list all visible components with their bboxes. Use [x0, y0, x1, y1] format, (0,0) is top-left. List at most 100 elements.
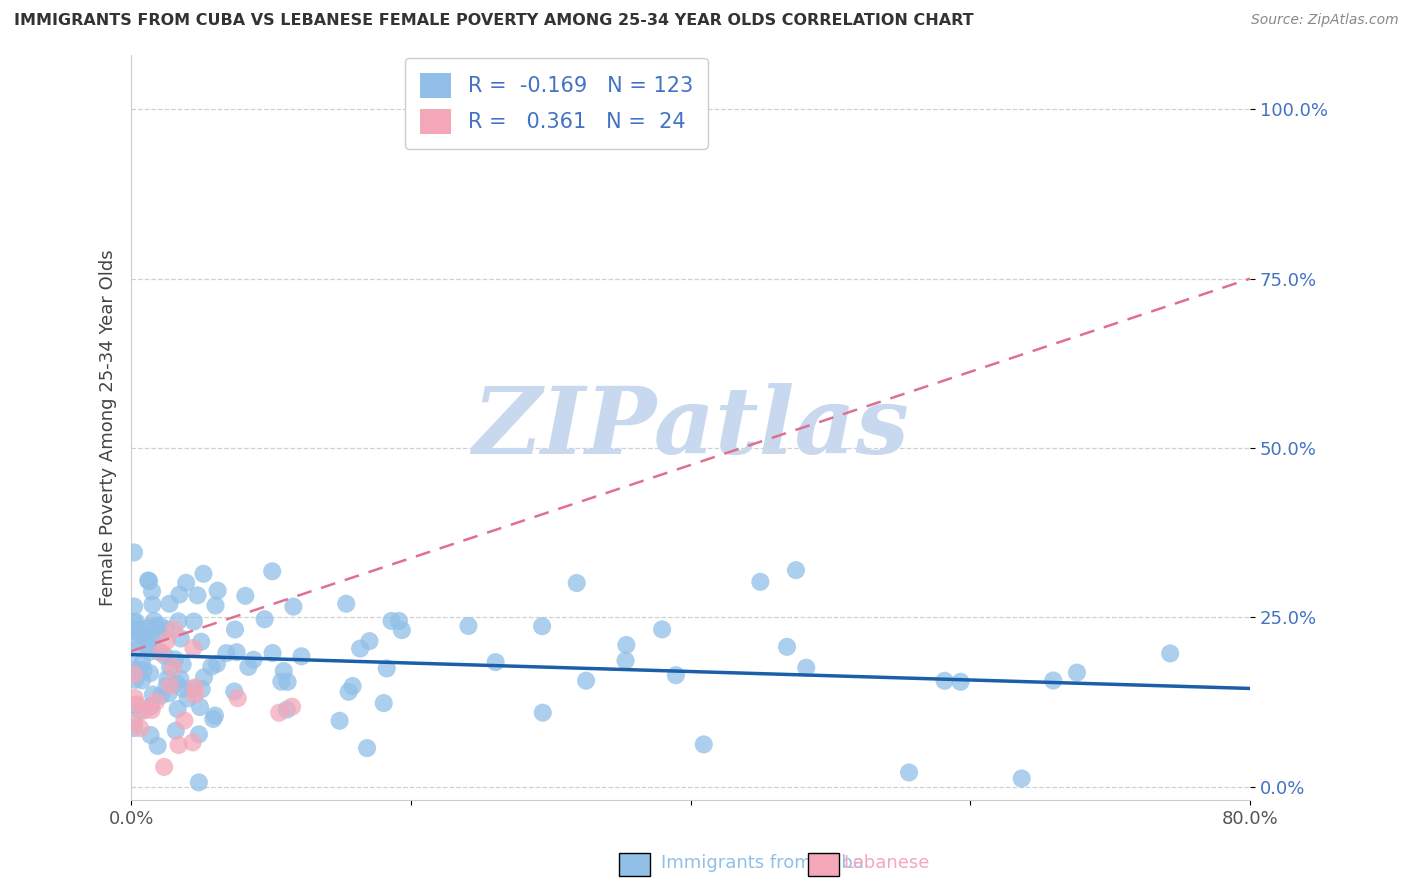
- Point: [157, 686, 180, 700]
- Point: [1159, 647, 1181, 661]
- Text: Source: ZipAtlas.com: Source: ZipAtlas.com: [1251, 13, 1399, 28]
- Point: [127, 698, 149, 712]
- Point: [129, 704, 152, 718]
- Point: [184, 681, 207, 695]
- Point: [138, 574, 160, 588]
- Point: [693, 738, 716, 752]
- Point: [150, 645, 173, 659]
- Point: [153, 760, 176, 774]
- Point: [153, 648, 176, 663]
- Point: [388, 614, 411, 628]
- Point: [159, 597, 181, 611]
- Point: [749, 574, 772, 589]
- Text: Lebanese: Lebanese: [844, 855, 929, 872]
- Point: [148, 645, 170, 659]
- Point: [165, 723, 187, 738]
- Point: [141, 598, 163, 612]
- Point: [225, 645, 247, 659]
- Point: [191, 682, 214, 697]
- Point: [276, 703, 298, 717]
- Point: [122, 715, 145, 730]
- Point: [193, 670, 215, 684]
- Point: [262, 646, 284, 660]
- Point: [145, 620, 167, 634]
- Point: [167, 738, 190, 752]
- Point: [139, 699, 162, 714]
- Point: [329, 714, 352, 728]
- Point: [122, 667, 145, 681]
- Point: [188, 700, 211, 714]
- Point: [187, 775, 209, 789]
- Point: [898, 765, 921, 780]
- Point: [174, 575, 197, 590]
- Text: IMMIGRANTS FROM CUBA VS LEBANESE FEMALE POVERTY AMONG 25-34 YEAR OLDS CORRELATIO: IMMIGRANTS FROM CUBA VS LEBANESE FEMALE …: [14, 13, 974, 29]
- Point: [141, 703, 163, 717]
- Point: [172, 657, 194, 672]
- Point: [169, 588, 191, 602]
- Point: [204, 708, 226, 723]
- Point: [143, 614, 166, 628]
- Point: [122, 545, 145, 559]
- Point: [128, 623, 150, 637]
- Point: [273, 664, 295, 678]
- Point: [934, 673, 956, 688]
- Point: [270, 674, 292, 689]
- Point: [125, 643, 148, 657]
- Point: [349, 641, 371, 656]
- Point: [163, 623, 186, 637]
- Point: [173, 714, 195, 728]
- Point: [342, 679, 364, 693]
- Point: [159, 679, 181, 693]
- Point: [169, 672, 191, 686]
- Point: [565, 576, 588, 591]
- Point: [138, 645, 160, 659]
- Point: [163, 652, 186, 666]
- Point: [380, 614, 402, 628]
- Point: [253, 612, 276, 626]
- Point: [150, 689, 173, 703]
- Point: [128, 663, 150, 677]
- Point: [207, 583, 229, 598]
- Point: [269, 706, 291, 720]
- Point: [949, 674, 972, 689]
- Point: [226, 691, 249, 706]
- Point: [575, 673, 598, 688]
- Point: [356, 741, 378, 756]
- Point: [143, 630, 166, 644]
- Point: [391, 623, 413, 637]
- Point: [283, 599, 305, 614]
- Point: [148, 627, 170, 641]
- Point: [224, 623, 246, 637]
- Point: [190, 634, 212, 648]
- Point: [139, 666, 162, 681]
- Point: [122, 599, 145, 614]
- Point: [187, 727, 209, 741]
- Text: Immigrants from Cuba: Immigrants from Cuba: [661, 855, 863, 872]
- Point: [156, 672, 179, 686]
- Point: [485, 655, 508, 669]
- Point: [1011, 772, 1033, 786]
- Point: [127, 633, 149, 648]
- Point: [519, 126, 541, 140]
- Point: [375, 661, 398, 675]
- Point: [290, 649, 312, 664]
- Point: [134, 704, 156, 718]
- Point: [262, 564, 284, 578]
- Point: [215, 646, 238, 660]
- Point: [159, 660, 181, 674]
- Point: [373, 696, 395, 710]
- Point: [177, 691, 200, 706]
- Point: [129, 628, 152, 642]
- Point: [181, 735, 204, 749]
- Point: [193, 566, 215, 581]
- Point: [141, 584, 163, 599]
- Point: [124, 690, 146, 705]
- Point: [277, 674, 299, 689]
- Point: [224, 684, 246, 698]
- Point: [181, 681, 204, 696]
- Point: [337, 685, 360, 699]
- Point: [200, 659, 222, 673]
- Point: [146, 739, 169, 753]
- Point: [172, 681, 194, 696]
- Y-axis label: Female Poverty Among 25-34 Year Olds: Female Poverty Among 25-34 Year Olds: [100, 250, 117, 606]
